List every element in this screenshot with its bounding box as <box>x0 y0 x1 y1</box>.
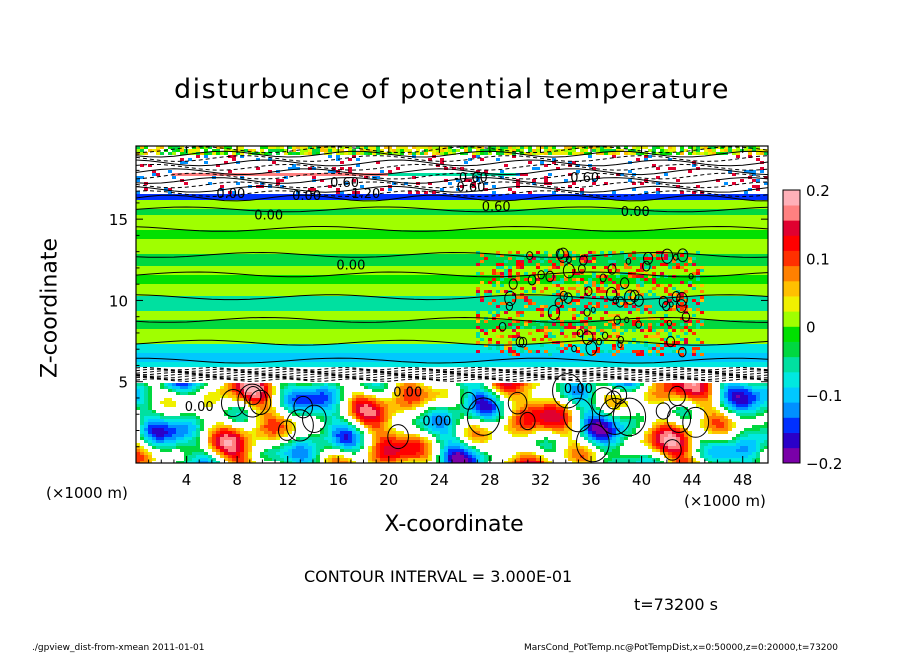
colorbar-tick-label: 0 <box>806 319 816 337</box>
x-tick-label: 36 <box>581 471 600 489</box>
x-tick-label: 16 <box>329 471 348 489</box>
colorbar-swatch <box>783 447 800 464</box>
x-tick-label: 24 <box>430 471 449 489</box>
colorbar: 0.2 0.1 0 −0.1 −0.2 <box>782 182 842 473</box>
x-tick-label: 48 <box>733 471 752 489</box>
y-axis-label: Z-coordinate <box>37 238 63 378</box>
y-axis-ticks: 5 10 15 <box>109 153 768 448</box>
contour-label: 0.00 <box>254 208 283 223</box>
contour-label: 0.60 <box>570 171 599 186</box>
x-tick-label: 4 <box>182 471 192 489</box>
contour-label: 0.00 <box>185 400 214 415</box>
colorbar-tick-label: −0.1 <box>806 387 842 405</box>
x-tick-label: 32 <box>531 471 550 489</box>
contour-interval-label: CONTOUR INTERVAL = 3.000E-01 <box>304 567 573 586</box>
y-tick-label: 5 <box>118 374 128 392</box>
colorbar-swatch <box>783 190 800 206</box>
colorbar-swatch <box>783 235 800 251</box>
x-axis-unit: (×1000 m) <box>684 492 766 510</box>
footer-right: MarsCond_PotTemp.nc@PotTempDist,x=0:5000… <box>524 643 838 653</box>
colorbar-swatch <box>783 387 800 403</box>
colorbar-swatch <box>783 432 800 449</box>
colorbar-swatch <box>783 356 800 373</box>
contour-label: 0.00 <box>216 187 245 202</box>
colorbar-swatch <box>783 372 800 388</box>
y-tick-label: 10 <box>109 292 128 310</box>
x-axis-ticks: 4 8 12 16 20 24 28 32 36 40 44 48 <box>148 146 756 489</box>
x-tick-label: 40 <box>632 471 651 489</box>
x-axis-label: X-coordinate <box>384 512 524 537</box>
colorbar-swatch <box>783 205 800 221</box>
contour-label: 0.00 <box>422 415 451 430</box>
colorbar-swatch <box>783 417 800 433</box>
y-tick-label: 15 <box>109 211 128 229</box>
colorbar-swatch <box>783 341 800 358</box>
contour-lines <box>136 146 768 463</box>
y-axis-unit: (×1000 m) <box>46 484 128 502</box>
contour-label: 0.00 <box>393 385 422 400</box>
contour-label: -0.60 <box>454 171 488 186</box>
x-tick-label: 28 <box>480 471 499 489</box>
contour-label: 0.00 <box>292 189 321 204</box>
colorbar-swatch <box>783 250 800 267</box>
colorbar-swatch <box>783 402 800 418</box>
colorbar-tick-label: 0.1 <box>806 250 830 268</box>
contour-label: 0.00 <box>336 259 365 274</box>
contour-label: -1.20 <box>347 187 381 202</box>
colorbar-tick-label: 0.2 <box>806 182 830 200</box>
contour-label: 0.00 <box>621 205 650 220</box>
contour-label: 0.60 <box>330 176 359 191</box>
x-tick-label: 20 <box>379 471 398 489</box>
colorbar-swatch <box>783 296 800 312</box>
chart-title: disturbunce of potential temperature <box>174 74 730 105</box>
colorbar-swatch <box>783 281 800 297</box>
colorbar-frame <box>782 189 801 464</box>
contour-label: 0.60 <box>456 181 485 196</box>
x-tick-label: 12 <box>278 471 297 489</box>
contour-labels: 0.60 -0.60 0.600.00 0.00 -1.20 0.600.60 0.000.… <box>185 171 650 430</box>
time-label: t=73200 s <box>634 595 718 614</box>
contour-label: 0.60 <box>482 200 511 215</box>
colorbar-swatch <box>783 220 800 236</box>
x-tick-label: 44 <box>683 471 702 489</box>
colorbar-swatch <box>783 311 800 327</box>
footer-left: ./gpview_dist-from-xmean 2011-01-01 <box>32 643 205 653</box>
x-tick-label: 8 <box>232 471 242 489</box>
contour-label: 0.00 <box>564 382 593 397</box>
colorbar-tick-label: −0.2 <box>806 455 842 473</box>
colorbar-swatch <box>783 265 800 282</box>
colorbar-swatch <box>783 326 800 342</box>
